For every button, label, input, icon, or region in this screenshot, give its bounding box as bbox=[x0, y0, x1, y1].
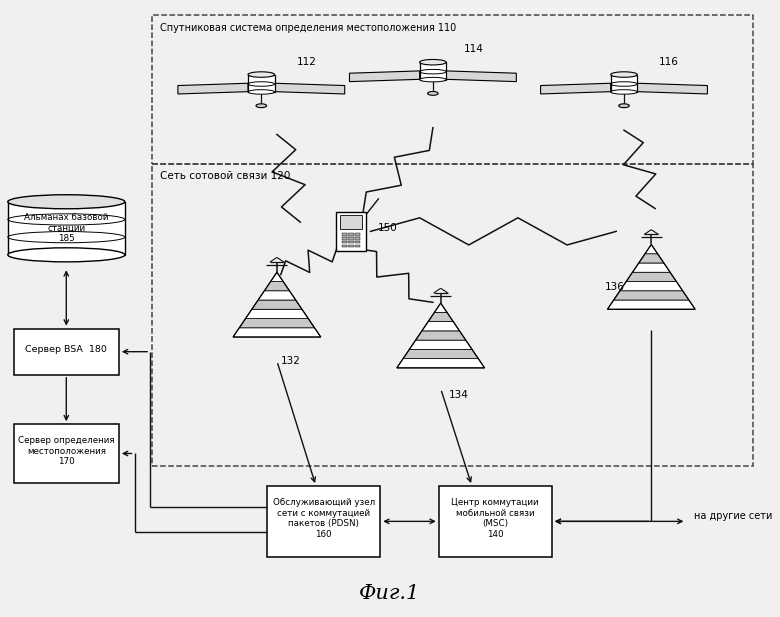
Polygon shape bbox=[178, 83, 248, 94]
Text: 136: 136 bbox=[604, 282, 624, 292]
Ellipse shape bbox=[248, 72, 275, 77]
Polygon shape bbox=[541, 83, 611, 94]
Text: 114: 114 bbox=[464, 44, 484, 54]
Ellipse shape bbox=[611, 89, 637, 94]
Text: 132: 132 bbox=[281, 356, 300, 366]
Polygon shape bbox=[264, 281, 289, 291]
Text: Спутниковая система определения местоположения 110: Спутниковая система определения местопол… bbox=[160, 23, 456, 33]
Text: Сеть сотовой связи 120: Сеть сотовой связи 120 bbox=[160, 171, 290, 181]
Polygon shape bbox=[633, 263, 670, 272]
Ellipse shape bbox=[420, 59, 446, 65]
Bar bbox=[355, 237, 360, 239]
Polygon shape bbox=[410, 340, 472, 349]
Polygon shape bbox=[349, 71, 420, 81]
Bar bbox=[420, 62, 446, 80]
Bar bbox=[355, 245, 360, 247]
Polygon shape bbox=[403, 349, 478, 358]
Bar bbox=[342, 245, 347, 247]
Ellipse shape bbox=[256, 104, 267, 107]
Bar bbox=[611, 75, 637, 92]
Text: на другие сети: на другие сети bbox=[694, 511, 772, 521]
Bar bbox=[152, 164, 753, 466]
Bar bbox=[248, 75, 275, 92]
Ellipse shape bbox=[8, 195, 125, 209]
Text: Сервер определения
местоположения
170: Сервер определения местоположения 170 bbox=[18, 436, 115, 466]
Bar bbox=[349, 237, 353, 239]
Polygon shape bbox=[608, 300, 695, 309]
Bar bbox=[342, 237, 347, 239]
Polygon shape bbox=[645, 244, 658, 254]
Text: 134: 134 bbox=[448, 390, 468, 400]
Polygon shape bbox=[258, 291, 296, 300]
Text: Альманах базовой
станции
185: Альманах базовой станции 185 bbox=[24, 213, 108, 243]
Polygon shape bbox=[239, 318, 314, 328]
Bar bbox=[152, 15, 753, 164]
Text: Центр коммутации
мобильной связи
(MSC)
140: Центр коммутации мобильной связи (MSC) 1… bbox=[452, 499, 539, 539]
Ellipse shape bbox=[8, 248, 125, 262]
Bar bbox=[438, 486, 552, 557]
Polygon shape bbox=[620, 281, 682, 291]
Bar bbox=[14, 328, 119, 375]
Ellipse shape bbox=[619, 104, 629, 107]
Polygon shape bbox=[637, 83, 707, 94]
Polygon shape bbox=[252, 300, 302, 309]
Bar bbox=[8, 202, 125, 255]
Polygon shape bbox=[626, 272, 676, 281]
Ellipse shape bbox=[611, 72, 637, 77]
Polygon shape bbox=[271, 272, 283, 281]
Polygon shape bbox=[275, 83, 345, 94]
Polygon shape bbox=[422, 321, 459, 331]
Ellipse shape bbox=[420, 77, 446, 82]
Ellipse shape bbox=[248, 89, 275, 94]
Polygon shape bbox=[446, 71, 516, 81]
Polygon shape bbox=[397, 358, 484, 368]
Text: Сервер BSA  180: Сервер BSA 180 bbox=[26, 346, 107, 354]
Bar bbox=[342, 241, 347, 244]
Polygon shape bbox=[639, 254, 664, 263]
Polygon shape bbox=[416, 331, 466, 340]
Bar bbox=[336, 212, 366, 251]
Polygon shape bbox=[428, 312, 453, 321]
Text: Обслуживающий узел
сети с коммутацией
пакетов (PDSN)
160: Обслуживающий узел сети с коммутацией па… bbox=[272, 499, 375, 539]
Bar bbox=[349, 245, 353, 247]
Polygon shape bbox=[614, 291, 689, 300]
Text: 150: 150 bbox=[378, 223, 398, 233]
Ellipse shape bbox=[427, 91, 438, 95]
Text: Фиг.1: Фиг.1 bbox=[360, 584, 420, 603]
Polygon shape bbox=[246, 309, 308, 318]
Bar bbox=[267, 486, 380, 557]
Text: 116: 116 bbox=[659, 57, 679, 67]
Bar bbox=[349, 233, 353, 236]
Bar bbox=[14, 424, 119, 482]
Bar bbox=[355, 233, 360, 236]
Bar bbox=[355, 241, 360, 244]
Bar bbox=[349, 241, 353, 244]
Polygon shape bbox=[233, 328, 321, 337]
Text: 112: 112 bbox=[296, 57, 316, 67]
Polygon shape bbox=[434, 303, 447, 312]
Bar bbox=[340, 215, 362, 229]
Bar bbox=[342, 233, 347, 236]
